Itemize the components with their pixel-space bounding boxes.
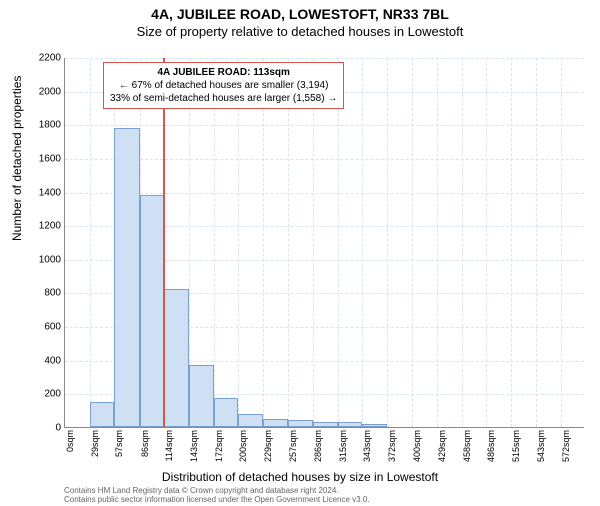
x-tick-label: 200sqm (238, 427, 248, 462)
title-address: 4A, JUBILEE ROAD, LOWESTOFT, NR33 7BL (0, 6, 600, 22)
histogram-bar (338, 422, 362, 427)
y-tick-label: 1200 (39, 221, 65, 232)
x-axis-label: Distribution of detached houses by size … (0, 470, 600, 484)
grid-v (362, 58, 363, 427)
histogram-bar (263, 419, 287, 427)
grid-h (65, 125, 584, 126)
histogram-bar (164, 289, 189, 427)
y-tick-label: 800 (44, 288, 65, 299)
reference-line (163, 58, 165, 427)
x-tick-label: 458sqm (462, 427, 472, 462)
grid-v (462, 58, 463, 427)
y-tick-label: 2200 (39, 53, 65, 64)
histogram-bar (214, 398, 238, 427)
chart-area: 0200400600800100012001400160018002000220… (64, 58, 584, 428)
footer-attribution: Contains HM Land Registry data © Crown c… (64, 486, 370, 506)
grid-v (288, 58, 289, 427)
callout-line-3: 33% of semi-detached houses are larger (… (110, 92, 337, 105)
grid-h (65, 159, 584, 160)
reference-callout: 4A JUBILEE ROAD: 113sqm ← 67% of detache… (103, 62, 344, 109)
x-tick-label: 343sqm (362, 427, 372, 462)
grid-v (90, 58, 91, 427)
histogram-bar (288, 420, 313, 427)
x-tick-label: 515sqm (511, 427, 521, 462)
y-tick-label: 400 (44, 355, 65, 366)
histogram-bar (362, 424, 387, 427)
grid-h (65, 193, 584, 194)
x-tick-label: 143sqm (189, 427, 199, 462)
plot-region: 0200400600800100012001400160018002000220… (64, 58, 584, 428)
x-tick-label: 172sqm (214, 427, 224, 462)
y-tick-label: 1400 (39, 187, 65, 198)
x-tick-label: 315sqm (338, 427, 348, 462)
y-axis-label: Number of detached properties (10, 76, 24, 241)
grid-h (65, 58, 584, 59)
grid-v (486, 58, 487, 427)
x-tick-label: 229sqm (263, 427, 273, 462)
callout-line-2: ← 67% of detached houses are smaller (3,… (110, 79, 337, 92)
grid-v (313, 58, 314, 427)
grid-v (511, 58, 512, 427)
x-tick-label: 29sqm (90, 427, 100, 457)
grid-v (338, 58, 339, 427)
y-tick-label: 2000 (39, 86, 65, 97)
grid-v (238, 58, 239, 427)
x-tick-label: 429sqm (437, 427, 447, 462)
x-tick-label: 372sqm (387, 427, 397, 462)
x-tick-label: 86sqm (140, 427, 150, 457)
grid-v (387, 58, 388, 427)
y-tick-label: 1000 (39, 254, 65, 265)
y-tick-label: 600 (44, 322, 65, 333)
histogram-bar (313, 422, 338, 427)
grid-v (263, 58, 264, 427)
grid-v (536, 58, 537, 427)
x-tick-label: 486sqm (486, 427, 496, 462)
x-tick-label: 0sqm (65, 427, 75, 452)
grid-v (437, 58, 438, 427)
grid-v (412, 58, 413, 427)
x-tick-label: 543sqm (536, 427, 546, 462)
x-tick-label: 400sqm (412, 427, 422, 462)
grid-v (214, 58, 215, 427)
x-tick-label: 286sqm (313, 427, 323, 462)
callout-line-1: 4A JUBILEE ROAD: 113sqm (110, 66, 337, 79)
histogram-bar (140, 195, 164, 427)
grid-v (561, 58, 562, 427)
y-tick-label: 1600 (39, 153, 65, 164)
x-tick-label: 257sqm (288, 427, 298, 462)
histogram-bar (189, 365, 214, 427)
x-tick-label: 57sqm (114, 427, 124, 457)
footer-line-2: Contains public sector information licen… (64, 496, 370, 505)
x-tick-label: 114sqm (164, 427, 174, 461)
title-subtitle: Size of property relative to detached ho… (0, 24, 600, 39)
x-tick-label: 572sqm (561, 427, 571, 462)
y-tick-label: 1800 (39, 120, 65, 131)
y-tick-label: 0 (55, 423, 65, 434)
histogram-bar (238, 414, 263, 427)
histogram-bar (114, 128, 139, 427)
histogram-bar (90, 402, 114, 427)
y-tick-label: 200 (44, 389, 65, 400)
